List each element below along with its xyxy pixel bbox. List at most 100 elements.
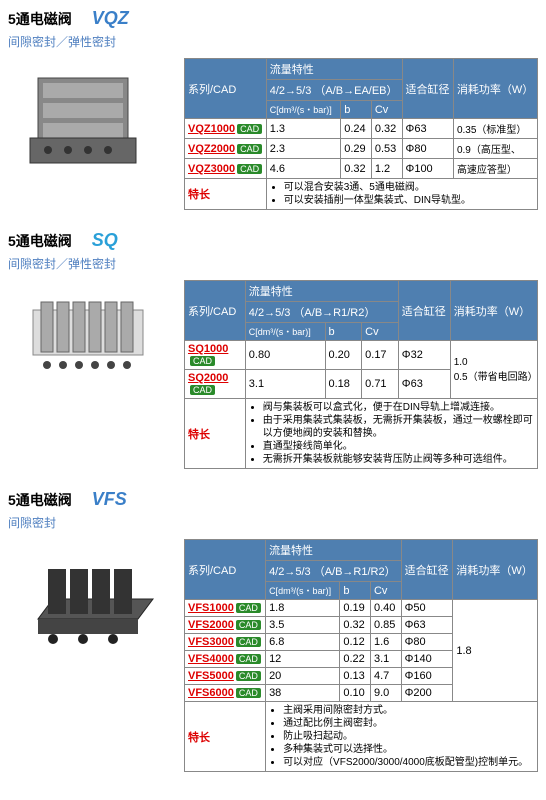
power-value: 0.9（高压型、 (453, 139, 537, 159)
feature-item: 通过配比例主阀密封。 (283, 717, 534, 730)
cv-value: 3.1 (370, 651, 401, 668)
cad-icon[interactable]: CAD (236, 671, 261, 681)
title-en: VQZ (92, 8, 129, 28)
cv-value: 4.7 (370, 668, 401, 685)
dia-value: Φ63 (402, 119, 453, 139)
series-link[interactable]: VFS1000 (188, 602, 234, 614)
series-cell: VFS4000CAD (185, 651, 266, 668)
series-link[interactable]: VFS6000 (188, 687, 234, 699)
subtitle: 间隙密封 (8, 514, 538, 531)
section-sq: 5通电磁阀SQ间隙密封／弹性密封系列/CAD流量特性适合缸径消耗功率（W）4/2… (8, 230, 538, 469)
cad-icon[interactable]: CAD (190, 385, 215, 395)
series-cell: VFS5000CAD (185, 668, 266, 685)
cad-icon[interactable]: CAD (237, 124, 262, 134)
c-value: 1.8 (266, 600, 340, 617)
col-b: b (341, 101, 372, 119)
cv-value: 0.40 (370, 600, 401, 617)
dia-value: Φ140 (401, 651, 453, 668)
title-cn: 5通电磁阀 (8, 11, 72, 27)
b-value: 0.18 (325, 370, 362, 399)
col-dia: 适合缸径 (401, 540, 453, 600)
series-link[interactable]: SQ2000 (188, 372, 228, 384)
col-c: C[dm³/(s・bar)] (266, 582, 340, 600)
dia-value: Φ100 (402, 159, 453, 179)
feature-item: 防止吸扫起动。 (283, 730, 534, 743)
subtitle: 间隙密封／弹性密封 (8, 33, 538, 50)
cv-value: 0.53 (371, 139, 402, 159)
col-subheader: 4/2→5/3 （A/B→R1/R2） (245, 302, 398, 323)
series-link[interactable]: VQZ1000 (188, 123, 235, 135)
series-cell: VFS6000CAD (185, 685, 266, 702)
series-link[interactable]: VFS2000 (188, 619, 234, 631)
b-value: 0.32 (340, 617, 371, 634)
col-cv: Cv (370, 582, 401, 600)
series-link[interactable]: VFS4000 (188, 653, 234, 665)
cv-value: 1.6 (370, 634, 401, 651)
c-value: 4.6 (266, 159, 340, 179)
title-cn: 5通电磁阀 (8, 233, 72, 249)
series-link[interactable]: VFS5000 (188, 670, 234, 682)
col-series: 系列/CAD (185, 540, 266, 600)
title-row: 5通电磁阀 SQ (8, 230, 538, 253)
cv-value: 0.32 (371, 119, 402, 139)
title-row: 5通电磁阀VFS (8, 489, 538, 512)
b-value: 0.12 (340, 634, 371, 651)
series-link[interactable]: VFS3000 (188, 636, 234, 648)
dia-value: Φ160 (401, 668, 453, 685)
feature-cell: 可以混合安装3通、5通电磁阀。可以安装插削一体型集装式、DIN导轨型。 (266, 179, 537, 210)
feature-item: 可以混合安装3通、5通电磁阀。 (284, 181, 534, 194)
b-value: 0.13 (340, 668, 371, 685)
cad-icon[interactable]: CAD (237, 144, 262, 154)
section-vqz: 5通电磁阀VQZ间隙密封／弹性密封系列/CAD流量特性适合缸径消耗功率（W）4/… (8, 8, 538, 210)
cad-icon[interactable]: CAD (190, 356, 215, 366)
feature-item: 阀与集装板可以盒式化，便于在DIN导轨上增减连接。 (263, 401, 534, 414)
c-value: 20 (266, 668, 340, 685)
series-link[interactable]: VQZ2000 (188, 143, 235, 155)
product-image (8, 539, 178, 659)
c-value: 6.8 (266, 634, 340, 651)
c-value: 12 (266, 651, 340, 668)
col-subheader: 4/2→5/3 （A/B→R1/R2） (266, 561, 402, 582)
col-power: 消耗功率（W） (453, 59, 537, 119)
feature-cell: 主阀采用间隙密封方式。通过配比例主阀密封。防止吸扫起动。多种集装式可以选择性。可… (266, 702, 538, 772)
feature-item: 无需拆开集装板就能够安装背压防止阀等多种可选组件。 (263, 453, 534, 466)
feature-cell: 阀与集装板可以盒式化，便于在DIN导轨上增减连接。由于采用集装式集装板，无需拆开… (245, 399, 537, 469)
cad-icon[interactable]: CAD (236, 637, 261, 647)
series-cell: SQ1000CAD (185, 341, 246, 370)
cad-icon[interactable]: CAD (236, 688, 261, 698)
cad-icon[interactable]: CAD (236, 620, 261, 630)
b-value: 0.19 (340, 600, 371, 617)
c-value: 3.1 (245, 370, 325, 399)
spec-table: 系列/CAD流量特性适合缸径消耗功率（W）4/2→5/3 （A/B→R1/R2）… (184, 280, 538, 469)
series-link[interactable]: SQ1000 (188, 343, 228, 355)
dia-value: Φ32 (398, 341, 450, 370)
cv-value: 0.17 (362, 341, 399, 370)
c-value: 38 (266, 685, 340, 702)
b-value: 0.32 (341, 159, 372, 179)
col-flow: 流量特性 (266, 59, 402, 80)
c-value: 2.3 (266, 139, 340, 159)
col-dia: 适合缸径 (402, 59, 453, 119)
power-value: 1.8 (453, 600, 538, 702)
series-cell: VFS3000CAD (185, 634, 266, 651)
dia-value: Φ80 (402, 139, 453, 159)
title-en: VFS (92, 489, 127, 509)
cad-icon[interactable]: CAD (236, 603, 261, 613)
dia-value: Φ50 (401, 600, 453, 617)
cad-icon[interactable]: CAD (236, 654, 261, 664)
feature-item: 由于采用集装式集装板，无需拆开集装板，通过一枚螺栓即可以方便地阀的安装和替换。 (263, 414, 534, 440)
col-power: 消耗功率（W） (453, 540, 538, 600)
series-link[interactable]: VQZ3000 (188, 163, 235, 175)
power-value: 高速应答型） (453, 159, 537, 179)
feature-label: 特长 (185, 399, 246, 469)
c-value: 1.3 (266, 119, 340, 139)
col-flow: 流量特性 (266, 540, 402, 561)
dia-value: Φ63 (398, 370, 450, 399)
cad-icon[interactable]: CAD (237, 164, 262, 174)
power-value: 1.00.5（带省电回路） (450, 341, 537, 399)
dia-value: Φ80 (401, 634, 453, 651)
title-en: SQ (92, 230, 118, 250)
col-flow: 流量特性 (245, 281, 398, 302)
cv-value: 0.71 (362, 370, 399, 399)
col-power: 消耗功率（W） (450, 281, 537, 341)
